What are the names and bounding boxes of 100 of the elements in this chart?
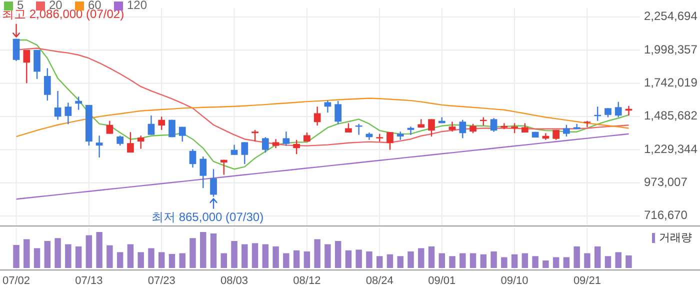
- bar: [158, 252, 165, 268]
- candlestick: [34, 49, 40, 80]
- bar: [200, 232, 206, 268]
- y-tick-label: 1,229,344: [644, 142, 698, 156]
- candlestick: [148, 114, 155, 136]
- candlestick: [116, 135, 124, 146]
- y-tick-label: 973,007: [644, 175, 688, 190]
- line-series: [16, 133, 630, 200]
- candlestick: [293, 139, 300, 155]
- bar: [552, 257, 560, 268]
- bar: [490, 251, 497, 268]
- candlestick: [262, 136, 269, 154]
- candlestick: [511, 122, 518, 134]
- bar: [563, 257, 570, 268]
- bar: [334, 241, 342, 268]
- candlestick: [127, 132, 134, 154]
- x-tick-label: 08/03: [220, 275, 248, 287]
- bar: [356, 250, 362, 268]
- candlestick: [106, 120, 114, 134]
- candlestick: [407, 126, 414, 136]
- candlestick: [230, 144, 238, 156]
- bar: [190, 238, 196, 268]
- candlestick: [448, 121, 456, 132]
- bar: [522, 253, 528, 268]
- bar: [13, 244, 20, 268]
- bar: [75, 246, 82, 268]
- candlestick: [137, 135, 144, 150]
- bar: [615, 252, 622, 268]
- x-tick-label: 08/12: [293, 275, 321, 287]
- y-tick-label: 716,670: [644, 208, 688, 222]
- y-tick-label: 1,742,019: [644, 76, 698, 90]
- y-tick-label: 1,998,357: [644, 42, 698, 56]
- candlestick: [272, 138, 280, 149]
- x-tick-label: 09/01: [428, 275, 456, 287]
- candlestick: [200, 156, 207, 189]
- bar: [418, 248, 424, 268]
- bar: [116, 252, 124, 268]
- candlestick: [220, 159, 228, 176]
- bar: [470, 253, 476, 268]
- candlestick: [604, 108, 612, 118]
- bar: [86, 235, 92, 268]
- candlestick: [23, 49, 30, 84]
- bar: [272, 246, 279, 268]
- bar: [386, 254, 394, 268]
- bar: [314, 239, 320, 268]
- candlestick: [324, 100, 332, 114]
- x-tick-label: 07/13: [75, 275, 103, 287]
- bar: [304, 251, 310, 268]
- bar: [594, 246, 601, 268]
- candlestick: [241, 142, 248, 165]
- annotation: 최저 865,000 (07/30): [152, 210, 264, 224]
- bar: [511, 254, 518, 268]
- bar: [283, 253, 290, 268]
- x-tick-label: 07/02: [2, 275, 30, 287]
- bar: [532, 256, 538, 268]
- candlestick: [428, 118, 435, 138]
- candlestick: [158, 116, 166, 131]
- bar: [376, 256, 383, 268]
- candlestick: [334, 100, 342, 125]
- bar: [168, 254, 176, 268]
- candlestick: [44, 68, 51, 102]
- candlestick: [64, 102, 72, 125]
- y-tick-label: 2,254,694: [644, 9, 698, 24]
- bar: [231, 241, 238, 268]
- candlestick: [470, 123, 476, 134]
- bar: [366, 251, 372, 268]
- bar: [148, 248, 154, 268]
- bar: [574, 246, 580, 268]
- bar: [138, 252, 144, 268]
- candlestick: [189, 148, 196, 168]
- bar: [345, 250, 352, 268]
- candlestick: [614, 101, 622, 118]
- candlestick: [490, 118, 498, 132]
- candlestick: [314, 106, 321, 126]
- candlestick: [500, 122, 508, 130]
- legend-label: 거래량: [659, 232, 692, 244]
- bar: [96, 232, 102, 268]
- bar: [397, 256, 404, 268]
- candlestick: [563, 124, 570, 138]
- legend-label: 120: [127, 0, 148, 12]
- bar: [480, 254, 487, 268]
- candlestick: [282, 130, 290, 146]
- candlestick: [459, 119, 466, 139]
- bar: [106, 245, 113, 268]
- bar: [542, 260, 549, 268]
- bar: [324, 244, 331, 268]
- bar: [438, 253, 445, 268]
- bar: [501, 257, 508, 268]
- bar: [262, 244, 269, 268]
- bar: [626, 255, 632, 268]
- bar: [408, 251, 414, 268]
- candlestick: [12, 38, 20, 62]
- bar: [179, 253, 186, 268]
- candlestick: [584, 120, 591, 128]
- line-series: [16, 98, 630, 138]
- bar: [460, 253, 466, 268]
- bar: [604, 256, 612, 268]
- x-tick-label: 09/21: [573, 275, 601, 287]
- bar: [584, 253, 590, 268]
- x-tick-label: 08/24: [366, 275, 394, 287]
